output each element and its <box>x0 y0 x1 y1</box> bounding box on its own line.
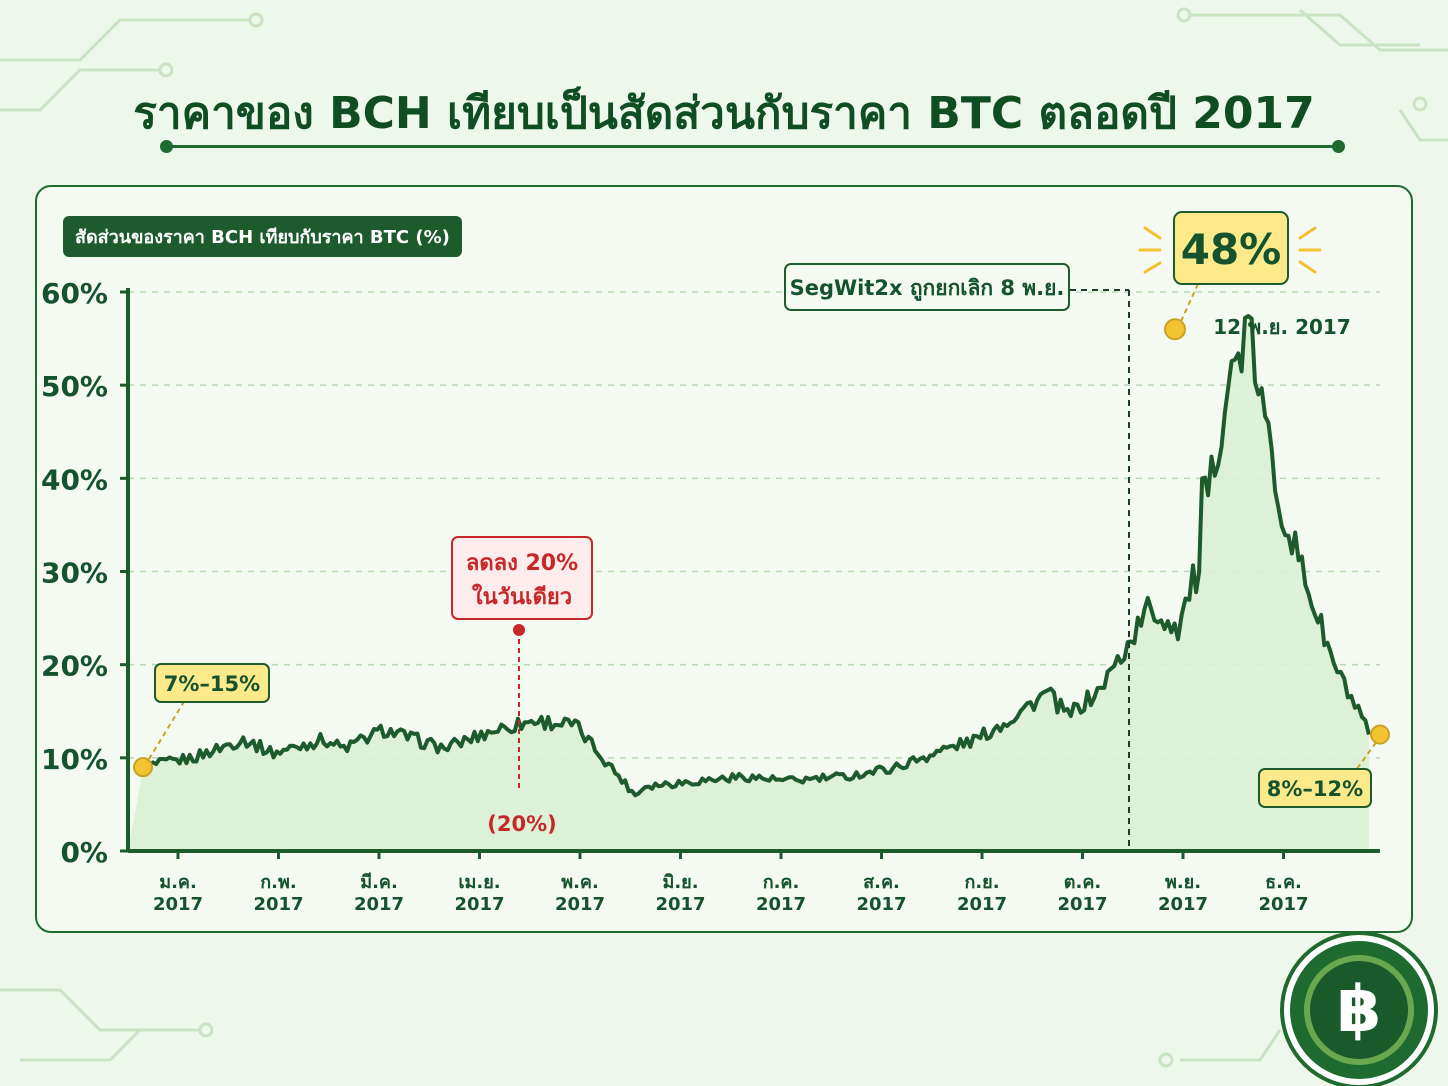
peak-sparkle <box>1143 261 1162 274</box>
y-tick-label: 60% <box>41 277 108 310</box>
start-leader <box>148 699 186 760</box>
x-tick-label-year: 2017 <box>1057 894 1107 915</box>
baht-coin-inner: ฿ <box>1304 955 1414 1065</box>
x-tick-label-year: 2017 <box>1158 894 1208 915</box>
end-callout-box <box>1258 768 1372 808</box>
x-tick-label-month: ต.ค. <box>1064 872 1101 893</box>
chart-title: ราคาของ BCH เทียบเป็นสัดส่วนกับราคา BTC … <box>133 88 1315 139</box>
start-range-label: 7%–15% <box>164 672 260 696</box>
end-marker <box>1370 724 1390 745</box>
baht-symbol: ฿ <box>1336 973 1382 1047</box>
y-tick-label: 10% <box>41 743 108 776</box>
x-tick-label-month: มิ.ย. <box>662 872 698 893</box>
peak-callout-box <box>1173 211 1289 285</box>
y-tick-label: 50% <box>41 370 108 403</box>
y-tick-label: 40% <box>41 463 108 496</box>
x-tick-label-month: ก.ย. <box>964 872 999 893</box>
peak-sparkle <box>1298 226 1317 240</box>
drop-callout-line2: ในวันเดียว <box>472 583 572 610</box>
x-tick-label-month: ก.ค. <box>763 872 800 893</box>
title-underline-dot-left <box>160 140 173 153</box>
title-underline-dot-right <box>1332 140 1345 153</box>
x-tick-label-month: ม.ค. <box>159 872 197 893</box>
x-tick-label-year: 2017 <box>1258 894 1308 915</box>
ratio-line <box>140 314 1371 798</box>
x-tick-label-month: ส.ค. <box>863 872 900 893</box>
end-range-label: 8%–12% <box>1267 777 1363 801</box>
x-tick-label-month: ก.พ. <box>260 872 296 893</box>
x-tick-label-year: 2017 <box>354 894 404 915</box>
peak-value-label: 48% <box>1181 225 1282 274</box>
x-tick-label-year: 2017 <box>253 894 303 915</box>
x-tick-label-year: 2017 <box>957 894 1007 915</box>
start-callout-box <box>154 663 270 703</box>
peak-date-label: 12 พ.ย. 2017 <box>1213 315 1351 339</box>
segwit-label: SegWit2x ถูกยกเลิก 8 พ.ย. <box>790 276 1065 302</box>
x-tick-label-year: 2017 <box>153 894 203 915</box>
drop-callout-box <box>451 536 593 620</box>
segwit-callout-box <box>784 263 1070 311</box>
y-tick-label: 20% <box>41 650 108 683</box>
x-tick-label-month: ธ.ค. <box>1265 872 1302 893</box>
x-tick-label-year: 2017 <box>856 894 906 915</box>
title-underline <box>166 145 1338 148</box>
y-tick-label: 0% <box>60 836 108 869</box>
baht-coin-icon: ฿ <box>1284 935 1434 1085</box>
x-tick-label-year: 2017 <box>655 894 705 915</box>
drop-callout-line1: ลดลง 20% <box>466 551 578 576</box>
ratio-area <box>128 316 1369 851</box>
peak-sparkle <box>1298 260 1317 274</box>
x-tick-label-month: เม.ย. <box>458 872 500 893</box>
drop-value-label: (20%) <box>487 812 556 836</box>
x-tick-label-month: มี.ค. <box>360 872 398 893</box>
peak-marker <box>1164 318 1186 341</box>
x-tick-label-month: พ.ย. <box>1165 872 1201 893</box>
drop-marker <box>513 624 525 636</box>
start-marker <box>133 757 153 778</box>
peak-sparkle <box>1143 226 1162 240</box>
peak-leader <box>1180 283 1199 322</box>
x-tick-label-month: พ.ค. <box>561 872 599 893</box>
x-tick-label-year: 2017 <box>555 894 605 915</box>
y-axis-label: สัดส่วนของราคา BCH เทียบกับราคา BTC (%) <box>63 216 462 257</box>
x-tick-label-year: 2017 <box>756 894 806 915</box>
end-leader <box>1355 741 1377 771</box>
x-tick-label-year: 2017 <box>454 894 504 915</box>
y-tick-label: 30% <box>41 557 108 590</box>
